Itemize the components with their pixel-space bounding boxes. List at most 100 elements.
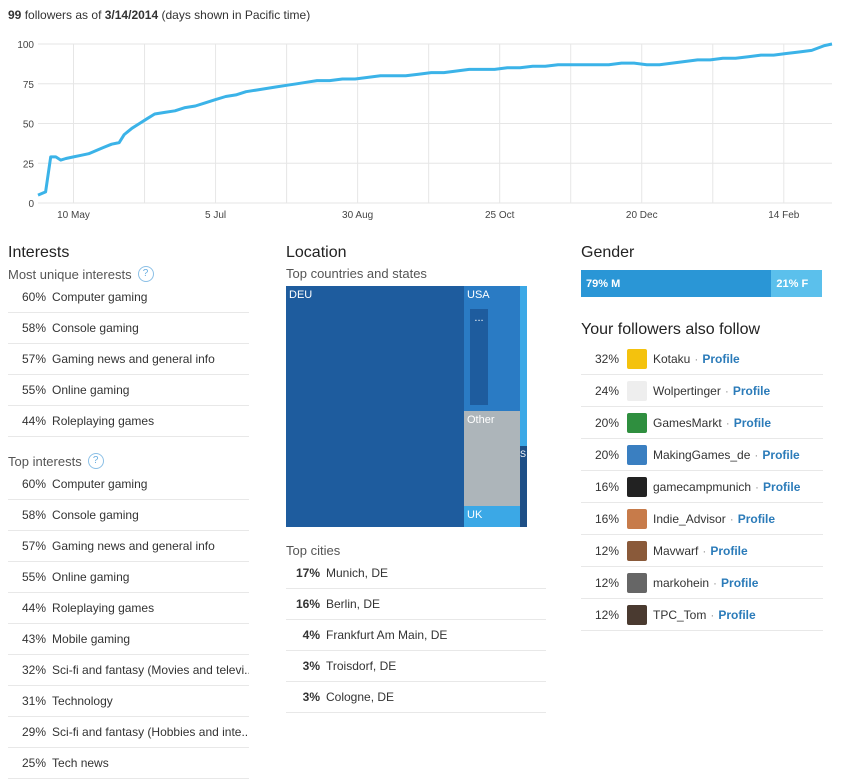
top-interest-row[interactable]: 43% Mobile gaming [8,624,249,655]
top-interest-row[interactable]: 60% Computer gaming [8,469,249,500]
top-interest-row[interactable]: 44% Roleplaying games [8,593,249,624]
unique-interest-row[interactable]: 58% Console gaming [8,313,249,344]
y-tick-label: 100 [17,40,34,51]
follow-pct: 16% [595,511,620,526]
help-icon[interactable]: ? [137,266,154,282]
top-interest-row[interactable]: 25% Tech news [8,748,249,779]
follow-row[interactable]: 12% Mavwarf · Profile [581,535,823,567]
follow-name[interactable]: markohein [653,575,710,590]
top-interest-pct: 57% [22,539,47,553]
unique-interest-pct: 57% [22,352,47,366]
follow-row[interactable]: 16% Indie_Advisor · Profile [581,503,823,535]
help-icon[interactable]: ? [87,453,104,469]
y-tick-label: 0 [28,199,34,210]
follow-name[interactable]: Wolpertinger [653,383,721,398]
follow-name[interactable]: Kotaku [653,351,691,366]
follow-name[interactable]: Mavwarf [653,543,699,558]
city-row[interactable]: 17% Munich, DE [286,558,546,589]
x-tick-label: 25 Oct [485,210,515,221]
profile-link[interactable]: Profile [702,351,740,366]
avatar[interactable] [627,348,647,369]
location-title: Location [286,244,347,261]
follow-name[interactable]: TPC_Tom [653,607,707,622]
y-tick-label: 75 [23,80,35,91]
profile-link[interactable]: Profile [762,447,800,462]
profile-link[interactable]: Profile [710,543,748,558]
x-tick-label: 20 Dec [626,210,658,221]
avatar[interactable] [627,412,647,433]
unique-interest-row[interactable]: 55% Online gaming [8,375,249,406]
also-follow-list: 32% Kotaku · Profile 24% Wolpertinger · Profile… [581,343,823,631]
follow-row[interactable]: 12% TPC_Tom · Profile [581,599,823,631]
follow-pct: 24% [595,383,620,398]
profile-link[interactable]: Profile [732,383,771,398]
follow-row[interactable]: 24% Wolpertinger · Profile [581,375,823,407]
separator: · [755,479,760,494]
follow-name[interactable]: gamecampmunich [653,479,752,494]
city-row[interactable]: 3% Cologne, DE [286,682,546,713]
follow-row[interactable]: 12% markohein · Profile [581,567,823,599]
city-label: Berlin, DE [326,597,381,611]
profile-link[interactable]: Profile [718,607,756,622]
top-interest-row[interactable]: 57% Gaming news and general info [8,531,249,562]
follow-row[interactable]: 20% MakingGames_de · Profile [581,439,823,471]
profile-link[interactable]: Profile [763,479,801,494]
treemap-uk[interactable]: UK [464,506,520,527]
avatar[interactable] [627,476,647,497]
top-interest-pct: 55% [22,570,47,584]
treemap-other[interactable]: Other [464,411,520,506]
top-countries-title: Top countries and states [286,266,427,281]
avatar[interactable] [627,572,647,593]
separator: · [725,415,730,430]
treemap-deu[interactable]: DEU [286,286,464,527]
unique-interest-row[interactable]: 60% Computer gaming [8,282,249,313]
follow-row[interactable]: 32% Kotaku · Profile [581,343,823,375]
top-interests-label: Top interests [8,453,82,469]
unique-interest-row[interactable]: 44% Roleplaying games [8,406,249,437]
top-interest-row[interactable]: 55% Online gaming [8,562,249,593]
x-tick-label: 10 May [57,210,90,221]
top-interest-row[interactable]: 32% Sci-fi and fantasy (Movies and televi… [8,655,249,686]
top-interest-row[interactable]: 58% Console gaming [8,500,249,531]
x-tick-label: 5 Jul [205,210,226,221]
top-interest-pct: 58% [22,508,47,522]
separator: · [702,543,707,558]
follow-name[interactable]: MakingGames_de [653,447,751,462]
city-row[interactable]: 4% Frankfurt Am Main, DE [286,620,546,651]
top-interest-row[interactable]: 29% Sci-fi and fantasy (Hobbies and inte.… [8,717,249,748]
unique-interest-row[interactable]: 57% Gaming news and general info [8,344,249,375]
avatar[interactable] [627,380,647,401]
separator: · [694,351,699,366]
city-label: Frankfurt Am Main, DE [326,628,448,642]
profile-link[interactable]: Profile [737,511,776,526]
unique-interest-pct: 44% [22,414,47,428]
gender-title: Gender [581,244,635,261]
gender-section: Gender 79% M 21% F Your followers also f… [581,244,823,631]
follower-count: 99 [8,8,22,22]
treemap-s2[interactable]: S [520,446,527,527]
avatar[interactable] [627,508,647,529]
top-interest-row[interactable]: 31% Technology [8,686,249,717]
city-pct: 16% [295,597,320,611]
top-interests-title: Top interests ? [8,453,249,469]
top-cities-list: 17% Munich, DE 16% Berlin, DE 4% Frankfurt Am… [286,558,546,713]
top-interest-label: Console gaming [52,508,139,522]
avatar[interactable] [627,604,647,625]
gender-bar: 79% M 21% F [581,270,822,297]
unique-interest-pct: 58% [22,321,47,335]
treemap-s[interactable] [520,286,527,446]
profile-link[interactable]: Profile [721,575,759,590]
avatar[interactable] [627,540,647,561]
follow-row[interactable]: 16% gamecampmunich · Profile [581,471,823,503]
city-label: Troisdorf, DE [326,659,397,673]
follow-name[interactable]: Indie_Advisor [653,511,726,526]
unique-interest-label: Gaming news and general info [52,352,215,366]
profile-link[interactable]: Profile [733,415,772,430]
avatar[interactable] [627,444,647,465]
follow-pct: 32% [595,351,620,366]
city-row[interactable]: 3% Troisdorf, DE [286,651,546,682]
treemap-dots[interactable]: ... [470,309,488,405]
city-row[interactable]: 16% Berlin, DE [286,589,546,620]
follow-name[interactable]: GamesMarkt [653,415,722,430]
follow-row[interactable]: 20% GamesMarkt · Profile [581,407,823,439]
